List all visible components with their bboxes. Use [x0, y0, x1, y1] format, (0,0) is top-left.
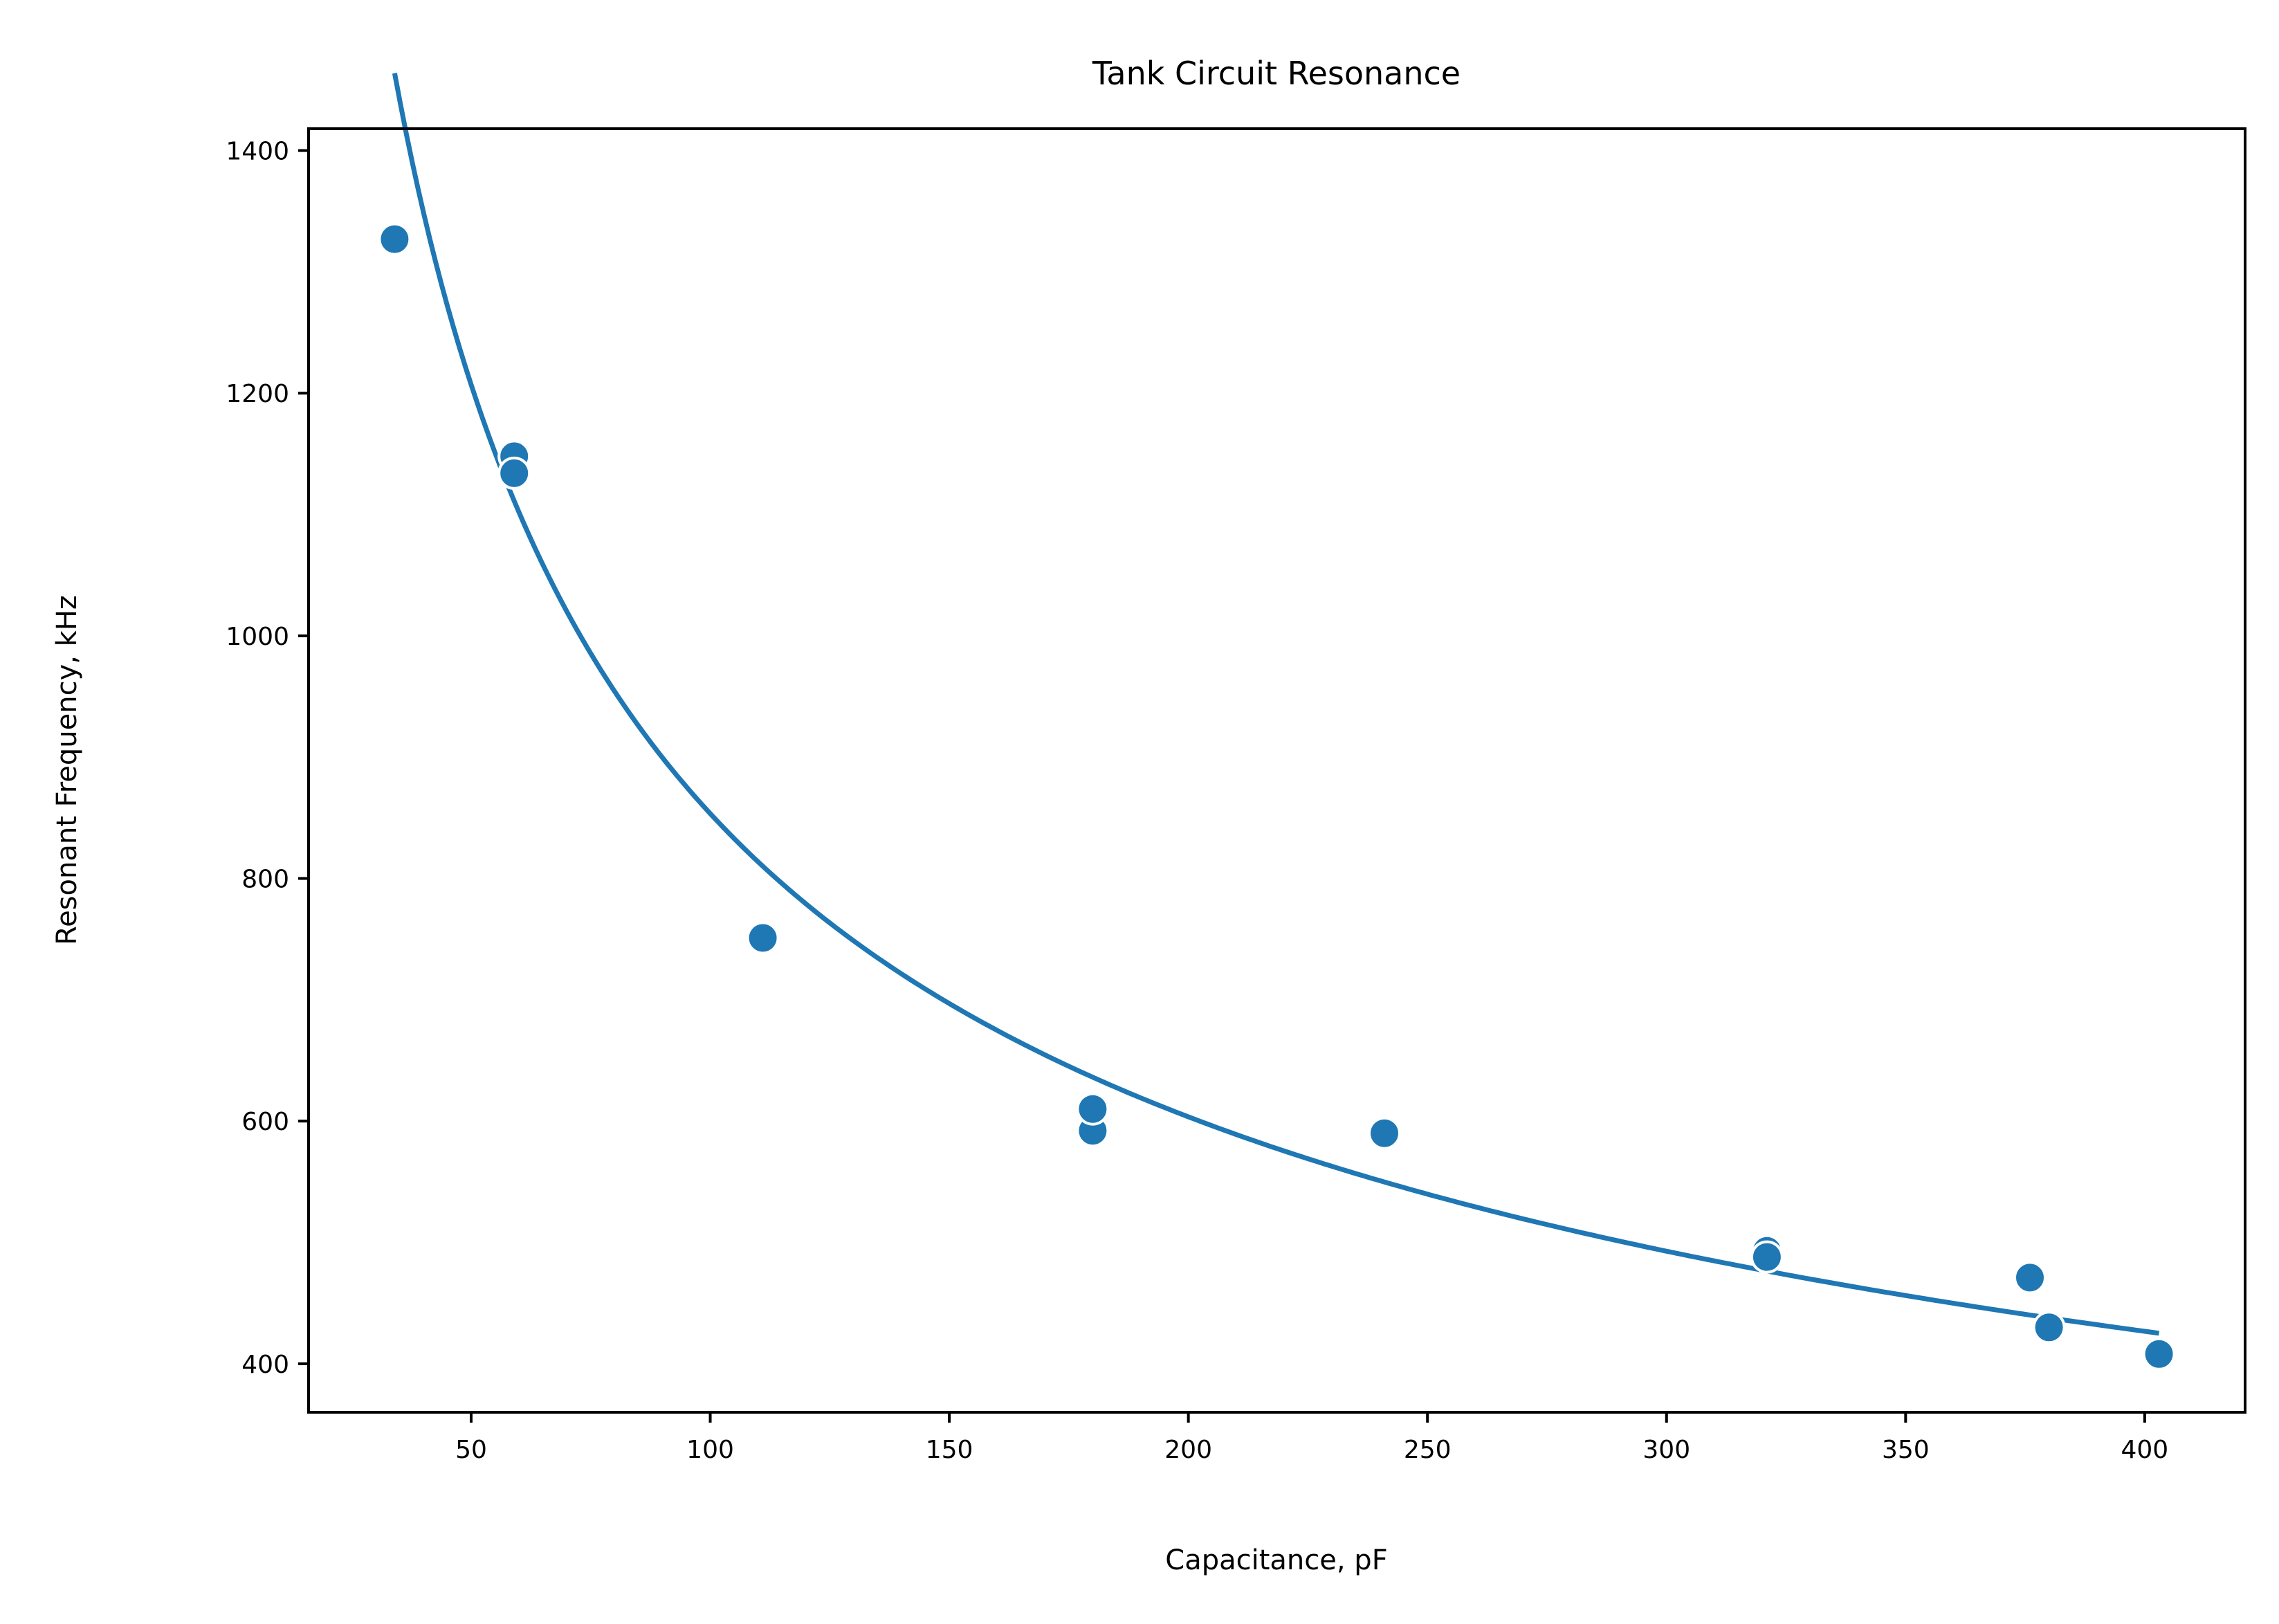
plot-area [309, 129, 2245, 1412]
scatter-point [1368, 1116, 1401, 1150]
x-axis-label: Capacitance, pF [1165, 1544, 1387, 1576]
y-tick-label: 400 [241, 1351, 289, 1379]
fit-curve [392, 73, 2160, 1336]
scatter-point [746, 921, 780, 955]
x-tick-label: 50 [455, 1436, 487, 1464]
y-tick-label: 1000 [226, 623, 289, 651]
x-axis-ticks: 50 100 150 200 250 300 350 400 [455, 1412, 2168, 1464]
x-tick-label: 400 [2121, 1436, 2169, 1464]
y-axis-label: Resonant Frequency, kHz [51, 595, 83, 945]
scatter-point [2032, 1311, 2066, 1344]
x-tick-label: 200 [1164, 1436, 1212, 1464]
plot-frame [307, 127, 2246, 1414]
x-tick-label: 250 [1404, 1436, 1452, 1464]
y-tick-label: 800 [241, 866, 289, 894]
x-tick-label: 100 [686, 1436, 734, 1464]
scatter-point [1750, 1240, 1784, 1274]
scatter-point [378, 222, 412, 256]
scatter-point [2142, 1337, 2176, 1371]
scatter-points-layer [378, 222, 2176, 1371]
scatter-point [2013, 1261, 2047, 1295]
x-tick-label: 150 [926, 1436, 973, 1464]
chart-title: Tank Circuit Resonance [1092, 55, 1461, 92]
x-tick-label: 300 [1642, 1436, 1690, 1464]
x-tick-label: 350 [1882, 1436, 1930, 1464]
y-axis-ticks: 400 600 800 1000 1200 1400 [226, 138, 309, 1379]
y-tick-label: 1400 [226, 138, 289, 166]
scatter-point [497, 456, 531, 490]
fit-curve-layer [392, 73, 2160, 1336]
y-tick-label: 1200 [226, 380, 289, 408]
y-tick-label: 600 [241, 1108, 289, 1136]
scatter-point [1076, 1092, 1110, 1126]
